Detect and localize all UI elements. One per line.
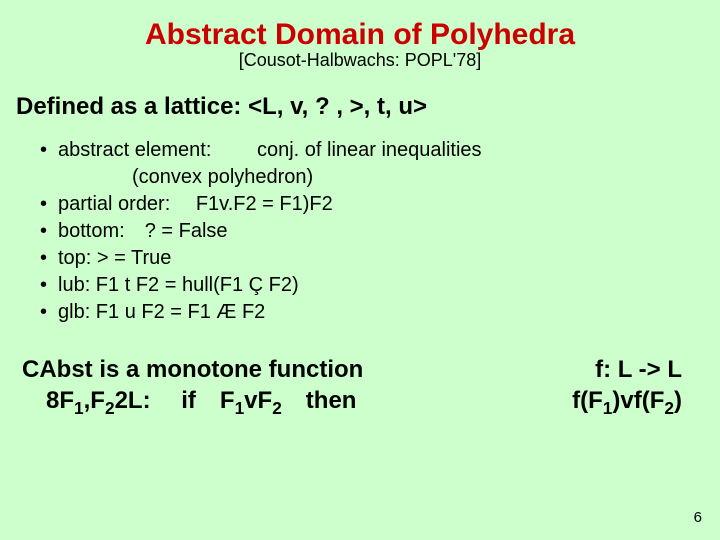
text-frag: )vf(F <box>612 387 664 414</box>
bullet-text: abstract element: conj. of linear inequa… <box>58 139 482 161</box>
text-frag: ,F <box>84 387 105 414</box>
text-frag: ) <box>674 387 682 414</box>
bullet-list: abstract element: conj. of linear inequa… <box>22 137 698 326</box>
subscript: 2 <box>105 398 115 418</box>
footer-right-line2: f(F1)vf(F2) <box>572 385 698 419</box>
citation-line: [Cousot-Halbwachs: POPL'78] <box>22 50 698 71</box>
slide-container: Abstract Domain of Polyhedra [Cousot-Hal… <box>0 0 720 540</box>
slide-title: Abstract Domain of Polyhedra <box>22 18 698 52</box>
footer-right-line1: f: L -> L <box>595 354 698 385</box>
bullet-text: partial order: F1v.F2 = F1)F2 <box>58 193 333 215</box>
subscript: 1 <box>603 398 613 418</box>
list-item: top: > = True <box>40 245 698 272</box>
page-number: 6 <box>694 509 702 526</box>
footer-statement: CAbst is a monotone function f: L -> L 8… <box>22 354 698 419</box>
footer-left-line2: 8F1,F22L: if F1vF2 then <box>22 385 356 419</box>
text-frag: 2L: if F <box>115 387 235 414</box>
subscript: 2 <box>272 398 282 418</box>
bullet-text: bottom: ? = False <box>58 220 228 242</box>
footer-left-line1: CAbst is a monotone function <box>22 354 363 385</box>
list-item: bottom: ? = False <box>40 218 698 245</box>
text-frag: f(F <box>572 387 603 414</box>
list-item: lub: F1 t F2 = hull(F1 Ç F2) <box>40 272 698 299</box>
text-frag: vF <box>244 387 272 414</box>
subscript: 1 <box>74 398 84 418</box>
bullet-text: top: > = True <box>58 247 171 269</box>
text-frag: then <box>282 387 357 414</box>
text-frag: 8F <box>46 387 74 414</box>
list-item: glb: F1 u F2 = F1 Æ F2 <box>40 299 698 326</box>
bullet-text: glb: F1 u F2 = F1 Æ F2 <box>58 301 265 323</box>
subheading: Defined as a lattice: <L, v, ? , >, t, u… <box>16 93 698 121</box>
list-item: abstract element: conj. of linear inequa… <box>40 137 698 191</box>
list-item: partial order: F1v.F2 = F1)F2 <box>40 191 698 218</box>
subscript: 2 <box>664 398 674 418</box>
bullet-text-line2: (convex polyhedron) <box>58 164 698 191</box>
bullet-text: lub: F1 t F2 = hull(F1 Ç F2) <box>58 274 299 296</box>
subscript: 1 <box>235 398 245 418</box>
